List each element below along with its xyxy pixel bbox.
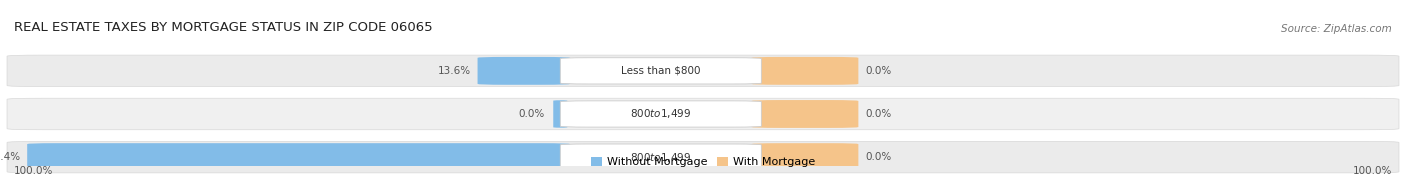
FancyBboxPatch shape — [7, 98, 1399, 130]
FancyBboxPatch shape — [27, 143, 571, 171]
Text: 0.0%: 0.0% — [865, 66, 891, 76]
Text: REAL ESTATE TAXES BY MORTGAGE STATUS IN ZIP CODE 06065: REAL ESTATE TAXES BY MORTGAGE STATUS IN … — [14, 21, 433, 34]
FancyBboxPatch shape — [554, 100, 567, 128]
Text: $800 to $1,499: $800 to $1,499 — [630, 107, 692, 121]
Text: Less than $800: Less than $800 — [621, 66, 700, 76]
FancyBboxPatch shape — [7, 141, 1399, 173]
Text: Source: ZipAtlas.com: Source: ZipAtlas.com — [1281, 24, 1392, 34]
Text: 100.0%: 100.0% — [14, 166, 53, 176]
FancyBboxPatch shape — [560, 58, 762, 84]
FancyBboxPatch shape — [751, 100, 858, 128]
FancyBboxPatch shape — [7, 55, 1399, 87]
Text: 13.6%: 13.6% — [437, 66, 471, 76]
FancyBboxPatch shape — [478, 57, 571, 85]
Text: 0.0%: 0.0% — [865, 152, 891, 162]
Text: 86.4%: 86.4% — [0, 152, 20, 162]
Text: 0.0%: 0.0% — [519, 109, 544, 119]
FancyBboxPatch shape — [751, 57, 858, 85]
Legend: Without Mortgage, With Mortgage: Without Mortgage, With Mortgage — [586, 152, 820, 172]
FancyBboxPatch shape — [560, 144, 762, 170]
FancyBboxPatch shape — [751, 143, 858, 171]
Text: 0.0%: 0.0% — [865, 109, 891, 119]
Text: 100.0%: 100.0% — [1353, 166, 1392, 176]
Text: $800 to $1,499: $800 to $1,499 — [630, 151, 692, 164]
FancyBboxPatch shape — [560, 101, 762, 127]
